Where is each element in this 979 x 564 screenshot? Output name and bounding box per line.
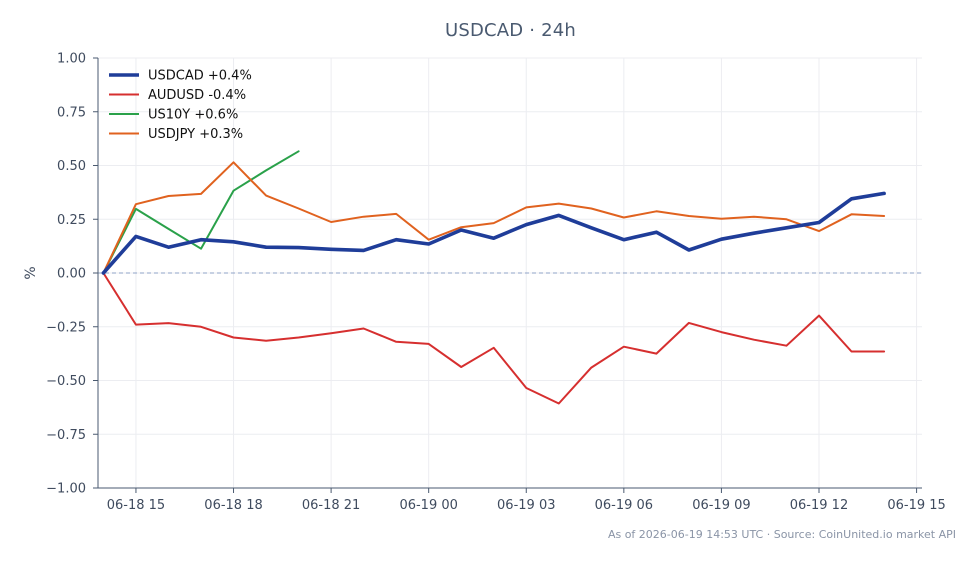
y-tick-label: 0.75 [57, 105, 86, 120]
y-tick-label: 0.50 [57, 159, 86, 174]
y-tick-label: −0.25 [46, 320, 86, 335]
series-line-usdcad [101, 191, 886, 275]
y-tick-label: −1.00 [46, 482, 86, 497]
legend-label: USDJPY +0.3% [148, 127, 243, 142]
y-tick-label: −0.50 [46, 374, 86, 389]
legend-item: USDJPY +0.3% [109, 127, 243, 142]
legend-label: US10Y +0.6% [148, 108, 238, 123]
x-tick-label: 06-19 03 [497, 498, 555, 513]
y-axis-label: % [23, 266, 39, 279]
legend-label: AUDUSD -0.4% [148, 88, 246, 103]
legend-label: USDCAD +0.4% [148, 69, 252, 84]
x-tick-label: 06-19 15 [887, 498, 945, 513]
y-tick-label: 1.00 [57, 52, 86, 67]
legend-item: US10Y +0.6% [109, 108, 238, 123]
series-lines [101, 150, 886, 405]
x-tick-label: 06-18 18 [204, 498, 262, 513]
legend-item: USDCAD +0.4% [109, 69, 252, 84]
source-footer: As of 2026-06-19 14:53 UTC · Source: Coi… [607, 528, 956, 541]
y-tick-label: −0.75 [46, 428, 86, 443]
chart-title: USDCAD · 24h [444, 20, 577, 41]
x-tick-label: 06-19 00 [399, 498, 457, 513]
x-tick-label: 06-19 06 [595, 498, 653, 513]
y-axis-ticks: 1.00 0.75 0.50 0.25 0.00 −0.25 −0.50 −0.75 −1.00 [46, 52, 98, 497]
series-line-us10y [102, 150, 300, 274]
x-tick-label: 06-18 15 [107, 498, 165, 513]
x-axis-ticks: 06-18 15 06-18 18 06-18 21 06-19 00 06-19 03… [107, 488, 946, 513]
series-line-audusd [102, 272, 886, 405]
x-tick-label: 06-19 09 [692, 498, 750, 513]
x-tick-label: 06-18 21 [302, 498, 360, 513]
legend: USDCAD +0.4% AUDUSD -0.4% US10Y +0.6% USDJP… [109, 69, 252, 142]
series-line-usdjpy [102, 161, 886, 274]
y-tick-label: 0.25 [57, 213, 86, 228]
legend-item: AUDUSD -0.4% [109, 88, 246, 103]
x-tick-label: 06-19 12 [790, 498, 848, 513]
y-tick-label: 0.00 [57, 267, 86, 282]
